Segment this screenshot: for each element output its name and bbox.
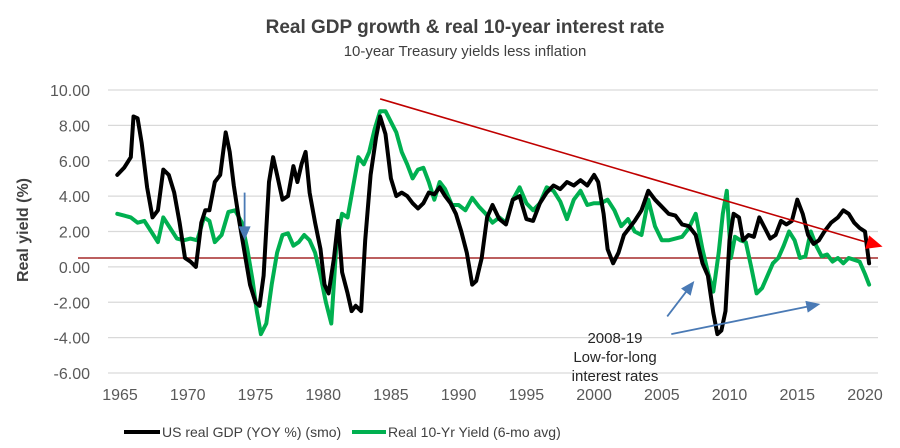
y-tick-label: 0.00 (59, 260, 90, 277)
x-tick-label: 2020 (847, 387, 883, 404)
series-lines (115, 109, 872, 337)
chart-subtitle: 10-year Treasury yields less inflation (344, 43, 587, 60)
x-tick-label: 1975 (238, 387, 274, 404)
x-tick-label: 1995 (509, 387, 545, 404)
annotation-line-1: 2008-19 (587, 330, 642, 347)
annotation-line-3: interest rates (572, 368, 659, 385)
y-tick-label: 6.00 (59, 154, 90, 171)
trend-arrowhead (865, 235, 883, 249)
chart-title: Real GDP growth & real 10-year interest … (266, 17, 665, 38)
legend-label-gdp: US real GDP (YOY %) (smo) (162, 424, 341, 440)
y-tick-label: 2.00 (59, 225, 90, 242)
x-tick-label: 1985 (373, 387, 409, 404)
x-tick-label: 1980 (305, 387, 341, 404)
y-tick-label: 4.00 (59, 189, 90, 206)
annotation-arrowhead (238, 226, 251, 241)
x-tick-label: 2005 (644, 387, 680, 404)
legend-label-real-yield: Real 10-Yr Yield (6-mo avg) (388, 424, 561, 440)
y-tick-label: -2.00 (54, 295, 91, 312)
x-tick-label: 2010 (712, 387, 748, 404)
y-tick-label: -6.00 (54, 366, 91, 383)
legend: US real GDP (YOY %) (smo) Real 10-Yr Yie… (124, 424, 561, 440)
annotation-arrowhead (805, 300, 821, 313)
annotation-line-2: Low-for-long (573, 349, 656, 366)
declining-trend-line (379, 98, 865, 243)
y-tick-labels: 10.00 8.00 6.00 4.00 2.00 0.00 -2.00 -4.00 -6.00 (50, 83, 90, 383)
y-tick-label: 8.00 (59, 118, 90, 135)
x-tick-label: 1970 (170, 387, 206, 404)
annotation-arrowhead (681, 281, 695, 296)
annotation-arrow-line (671, 305, 811, 335)
annotation-arrows (238, 98, 883, 335)
x-tick-label: 1965 (102, 387, 138, 404)
x-tick-label: 2000 (576, 387, 612, 404)
annotation-text: 2008-19 Low-for-long interest rates (572, 330, 659, 385)
x-tick-label: 2015 (779, 387, 815, 404)
annotation-arrow-line (666, 288, 689, 317)
x-tick-labels: 1965 1970 1975 1980 1985 1990 1995 2000 2005 2010… (102, 387, 883, 404)
y-tick-label: 10.00 (50, 83, 90, 100)
y-axis-label: Real yield (%) (15, 178, 32, 282)
series-line-real-yield (115, 109, 872, 337)
series-line-gdp (115, 114, 872, 337)
x-tick-label: 1990 (441, 387, 477, 404)
y-tick-label: -4.00 (54, 331, 91, 348)
